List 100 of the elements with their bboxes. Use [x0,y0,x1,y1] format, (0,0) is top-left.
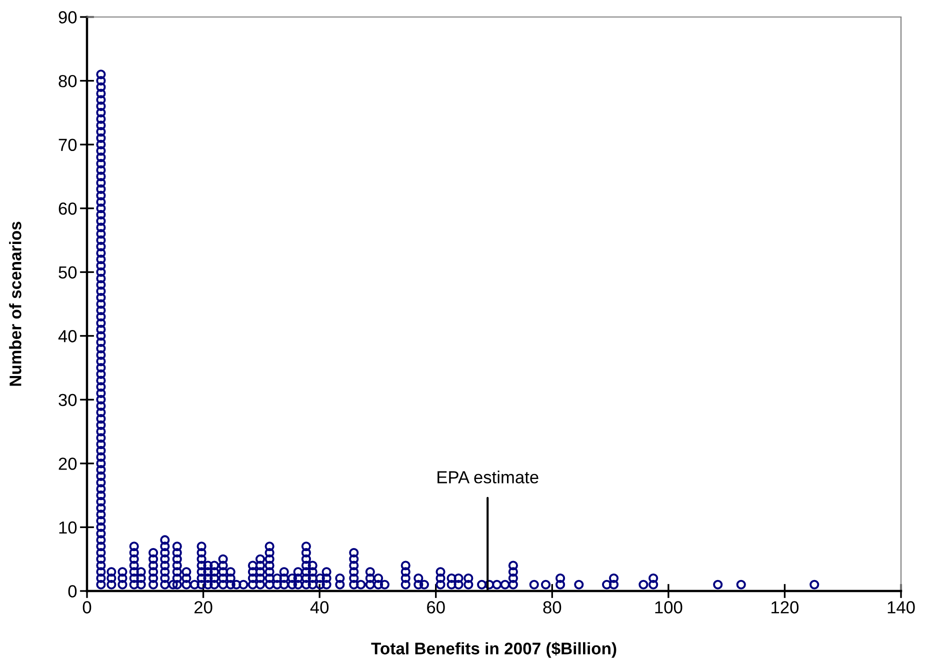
point [248,580,258,590]
point [129,554,139,564]
point [106,573,116,584]
y-tick-label: 80 [58,74,77,88]
point [226,580,236,590]
point [436,573,446,584]
point [374,580,384,590]
y-tick-label: 60 [58,202,77,215]
point [279,580,289,590]
point [238,580,248,590]
point [264,560,274,570]
point [129,548,139,558]
x-tick-label: 60 [427,601,445,614]
point [210,580,220,590]
point [436,567,446,577]
point [736,580,746,590]
point [226,573,236,584]
point [279,567,289,577]
point [301,542,311,552]
y-tick-label: 90 [58,11,77,24]
point [301,560,311,570]
point [226,567,236,577]
point [419,580,430,590]
point [255,580,266,590]
point [301,580,311,590]
point [293,580,303,590]
point [255,573,266,584]
point [182,567,192,577]
point [148,548,158,558]
point [168,580,178,590]
point [301,548,311,558]
point [508,560,518,570]
point [608,580,619,590]
point [264,573,274,584]
point [255,554,266,564]
point [464,580,474,590]
point [118,580,128,590]
point [400,573,410,584]
point [218,567,228,577]
y-tick-label: 20 [58,458,77,470]
point [148,560,158,570]
point [129,567,139,577]
point [160,554,170,564]
point [400,567,410,577]
point [308,580,318,590]
point [264,580,274,590]
point [574,580,584,590]
point [608,573,619,584]
point [356,580,366,590]
point [196,573,206,584]
point [218,573,228,584]
point [446,580,456,590]
point [315,573,325,584]
point [255,560,266,570]
point [454,580,464,590]
point [335,580,345,590]
point [148,567,158,577]
annotation: EPA estimate [438,470,538,484]
point [210,560,220,570]
point [172,567,182,577]
point [648,580,658,590]
point [400,560,410,570]
point [365,580,375,590]
point [293,567,303,577]
point [248,567,258,577]
point [172,580,182,590]
point [172,542,182,552]
point [196,554,206,564]
point [508,567,518,577]
point [446,573,456,584]
point [638,580,648,590]
x-axis-title: Total Benefits in 2007 ($Billion) [371,642,616,658]
point [322,580,332,590]
point [190,580,200,590]
point [492,580,502,590]
point [414,580,424,590]
point [308,567,318,577]
point [476,580,487,590]
point [255,567,266,577]
point [414,573,424,584]
point [529,580,539,590]
point [400,580,410,590]
point [106,580,116,590]
point [264,542,274,552]
y-axis-title: Number of scenarios [9,222,22,386]
point [301,554,311,564]
point [500,580,510,590]
point [196,548,206,558]
point [365,567,375,577]
point [118,567,128,577]
point [218,560,228,570]
point [248,573,258,584]
point [160,548,170,558]
point [160,535,170,545]
point [136,580,146,590]
point [129,580,139,590]
point [264,548,274,558]
x-tick-label: 80 [543,601,562,614]
point [349,560,359,570]
point [148,580,158,590]
